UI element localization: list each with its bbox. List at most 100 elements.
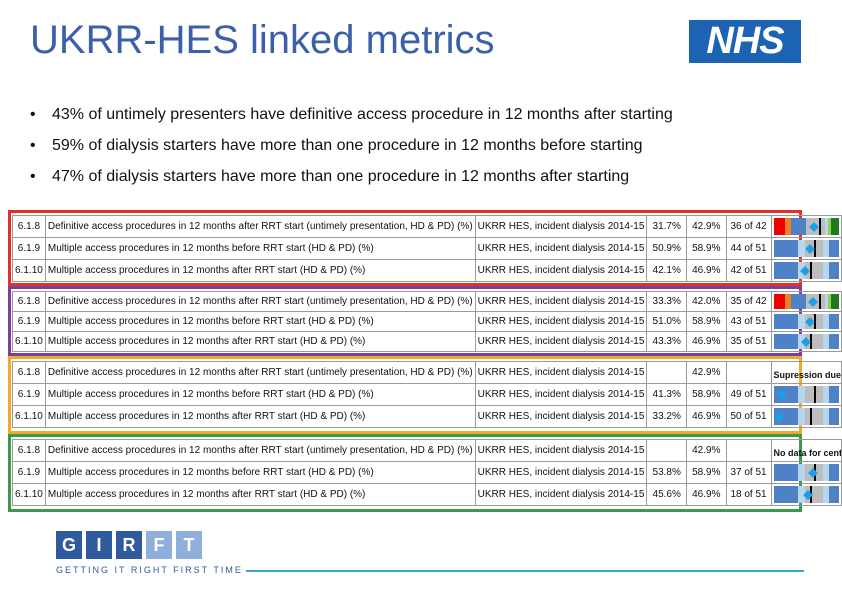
bar-segment [829, 262, 839, 279]
bar-segment [829, 314, 839, 329]
metric-code: 6.1.8 [12, 291, 46, 312]
distribution-bar [770, 331, 842, 352]
data-source: UKRR HES, incident dialysis 2014-15 [474, 237, 648, 260]
data-source: UKRR HES, incident dialysis 2014-15 [474, 461, 648, 484]
table-row: 6.1.9 Multiple access procedures in 12 mo… [12, 461, 842, 484]
data-source: UKRR HES, incident dialysis 2014-15 [474, 361, 648, 384]
data-source: UKRR HES, incident dialysis 2014-15 [474, 405, 648, 428]
distribution-bar [770, 259, 842, 282]
distribution-bar [770, 311, 842, 332]
bar-segment [773, 314, 798, 329]
metric-description: Multiple access procedures in 12 months … [44, 483, 476, 506]
distribution-bar [770, 461, 842, 484]
metric-description: Definitive access procedures in 12 month… [44, 215, 476, 238]
metric-description: Definitive access procedures in 12 month… [44, 291, 476, 312]
bullet-item: • 47% of dialysis starters have more than… [30, 168, 630, 185]
bar-segment [773, 262, 798, 279]
metric-code: 6.1.10 [12, 259, 46, 282]
girft-tagline: GETTING IT RIGHT FIRST TIME [56, 565, 243, 575]
bar-segment [823, 386, 830, 403]
bar-segment [797, 464, 805, 481]
bar-segment [829, 240, 839, 257]
girft-logo: G I R F T [56, 531, 202, 559]
distribution-bar [770, 383, 842, 406]
girft-letter: T [176, 531, 202, 559]
rank-count: 44 of 51 [725, 237, 772, 260]
national-value: 42.9% [686, 361, 727, 384]
nhs-logo: NHS [689, 20, 801, 63]
centre-value: 43.3% [646, 331, 687, 352]
bar-segment [804, 386, 824, 403]
bar-segment [827, 218, 832, 235]
national-value: 58.9% [686, 311, 727, 332]
distribution-bar: No data for centre [770, 439, 842, 462]
metric-code: 6.1.9 [12, 311, 46, 332]
centre-value: 53.8% [646, 461, 687, 484]
national-median-line [809, 262, 812, 279]
centre-value: 50.9% [646, 237, 687, 260]
centre-value [646, 439, 687, 462]
bar-segment [773, 334, 798, 349]
rank-count [725, 439, 772, 462]
distribution-bar [770, 405, 842, 428]
national-median-line [818, 218, 821, 235]
girft-letter: R [116, 531, 142, 559]
metric-description: Definitive access procedures in 12 month… [44, 439, 476, 462]
bar-segment [827, 294, 832, 309]
bar-segment [773, 486, 798, 503]
data-source: UKRR HES, incident dialysis 2014-15 [474, 215, 648, 238]
centre-value [646, 361, 687, 384]
rank-count: 43 of 51 [725, 311, 772, 332]
rank-count: 42 of 51 [725, 259, 772, 282]
bar-segment [784, 218, 792, 235]
distribution-bar [770, 237, 842, 260]
national-value: 46.9% [686, 483, 727, 506]
national-median-line [809, 408, 812, 425]
centre-value: 51.0% [646, 311, 687, 332]
bar-segment [823, 314, 830, 329]
bar-segment [804, 408, 824, 425]
bar-segment [829, 486, 839, 503]
bar-segment [797, 314, 805, 329]
table-row: 6.1.10 Multiple access procedures in 12 m… [12, 405, 842, 428]
bar-segment [829, 386, 839, 403]
bullet-item: • 43% of untimely presenters have definit… [30, 106, 673, 123]
table-row: 6.1.8 Definitive access procedures in 12 … [12, 439, 842, 462]
table-row: 6.1.10 Multiple access procedures in 12 m… [12, 483, 842, 506]
centre-value: 45.6% [646, 483, 687, 506]
centre-value: 41.3% [646, 383, 687, 406]
bar-segment [829, 408, 839, 425]
metric-code: 6.1.9 [12, 383, 46, 406]
national-value: 42.9% [686, 215, 727, 238]
rank-count: 50 of 51 [725, 405, 772, 428]
bar-segment [773, 218, 785, 235]
bullet-item: • 59% of dialysis starters have more than… [30, 137, 643, 154]
metrics-table: 6.1.8 Definitive access procedures in 12 … [12, 439, 842, 506]
table-row: 6.1.8 Definitive access procedures in 12 … [12, 291, 842, 312]
bar-segment [823, 262, 830, 279]
centre-value: 33.2% [646, 405, 687, 428]
rank-count: 18 of 51 [725, 483, 772, 506]
bar-segment [784, 294, 792, 309]
data-source: UKRR HES, incident dialysis 2014-15 [474, 483, 648, 506]
rank-count: 49 of 51 [725, 383, 772, 406]
metric-description: Multiple access procedures in 12 months … [44, 237, 476, 260]
bar-segment [824, 294, 828, 309]
metric-description: Multiple access procedures in 12 months … [44, 383, 476, 406]
metric-code: 6.1.8 [12, 361, 46, 384]
national-value: 42.0% [686, 291, 727, 312]
centre-value: 33.3% [646, 291, 687, 312]
metric-code: 6.1.9 [12, 461, 46, 484]
bar-segment [829, 334, 839, 349]
centre-value: 31.7% [646, 215, 687, 238]
metrics-table: 6.1.8 Definitive access procedures in 12 … [12, 291, 842, 352]
data-source: UKRR HES, incident dialysis 2014-15 [474, 383, 648, 406]
data-source: UKRR HES, incident dialysis 2014-15 [474, 439, 648, 462]
national-value: 46.9% [686, 405, 727, 428]
distribution-bar [770, 291, 842, 312]
bar-segment [823, 240, 830, 257]
footer-rule [246, 570, 804, 572]
table-row: 6.1.9 Multiple access procedures in 12 mo… [12, 237, 842, 260]
metric-code: 6.1.10 [12, 331, 46, 352]
table-row: 6.1.8 Definitive access procedures in 12 … [12, 215, 842, 238]
